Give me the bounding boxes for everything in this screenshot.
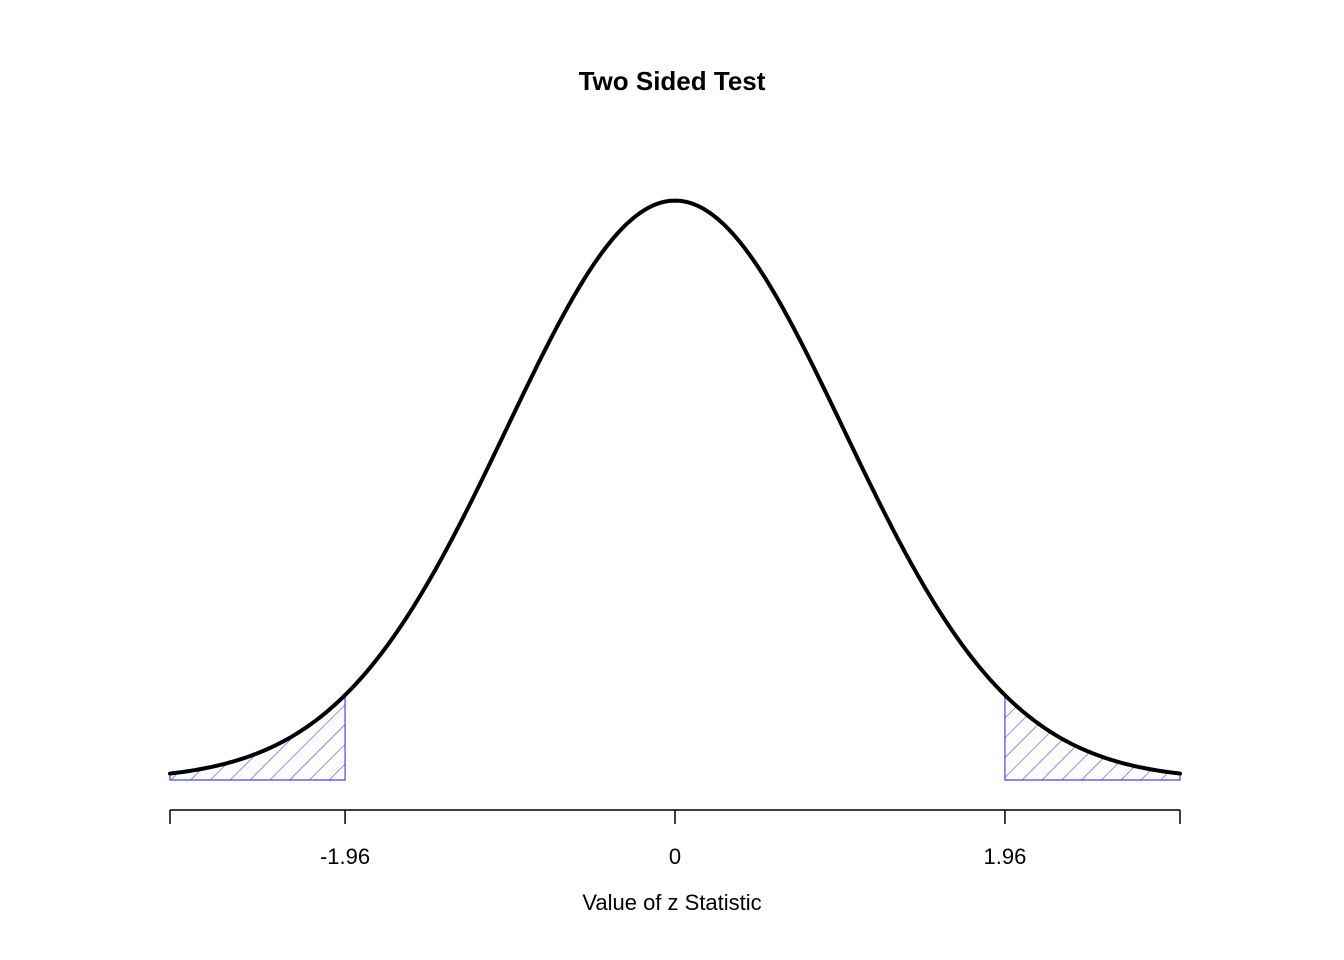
x-tick-label: 1.96 xyxy=(984,844,1027,869)
chart-background xyxy=(0,0,1344,960)
x-axis-label: Value of z Statistic xyxy=(582,890,761,915)
normal-distribution-chart: -1.96 0 1.96 Two Sided Test Value of z Stati… xyxy=(0,0,1344,960)
x-tick-label: 0 xyxy=(669,844,681,869)
chart-title: Two Sided Test xyxy=(579,66,766,96)
x-tick-label: -1.96 xyxy=(320,844,370,869)
chart-container: -1.96 0 1.96 Two Sided Test Value of z Stati… xyxy=(0,0,1344,960)
